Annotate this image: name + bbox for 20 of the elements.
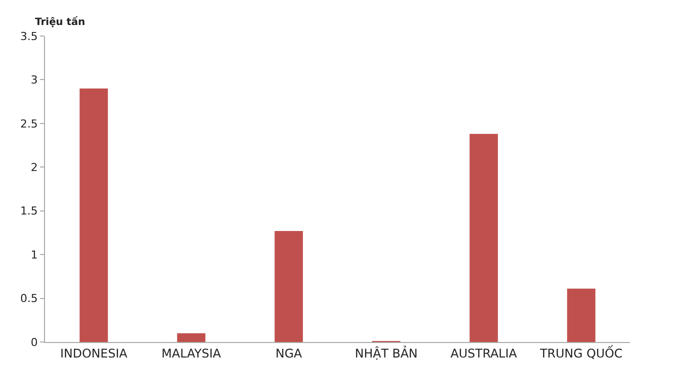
y-tick-label: 2 xyxy=(30,160,38,174)
y-tick-label: 1.5 xyxy=(20,204,38,218)
bar xyxy=(470,134,498,342)
bar xyxy=(177,333,206,342)
x-tick-label: AUSTRALIA xyxy=(450,346,518,360)
y-tick-label: 3.5 xyxy=(20,30,38,43)
bar xyxy=(80,88,108,342)
y-tick-label: 2.5 xyxy=(20,117,38,130)
y-axis-title: Triệu tấn xyxy=(35,16,86,28)
y-tick-label: 0.5 xyxy=(20,292,38,306)
bar xyxy=(274,230,303,342)
x-tick-label: NGA xyxy=(276,346,303,360)
y-tick-label: 0 xyxy=(30,336,38,349)
x-tick-label: MALAYSIA xyxy=(162,346,222,360)
x-tick-label: TRUNG QUỐC xyxy=(538,344,623,360)
y-tick-label: 3 xyxy=(30,74,38,87)
x-tick-label: NHẬT BẢN xyxy=(354,345,418,360)
x-tick-label: INDONESIA xyxy=(60,346,128,360)
y-tick-label: 1 xyxy=(30,248,38,262)
bar xyxy=(567,288,596,342)
